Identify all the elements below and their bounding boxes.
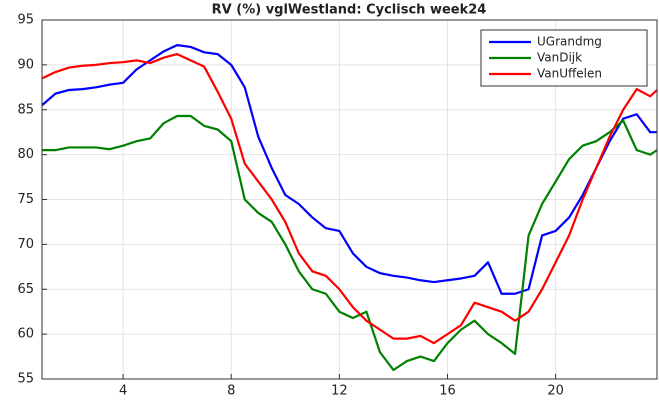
x-tick-label: 16 — [439, 384, 456, 399]
x-tick-label: 12 — [331, 384, 348, 399]
legend: UGrandmg VanDijk VanUffelen — [480, 29, 648, 87]
plot-frame — [41, 19, 658, 380]
y-tick-label: 95 — [17, 13, 34, 28]
legend-label: VanDijk — [537, 51, 582, 65]
series-line — [42, 114, 658, 372]
x-tick-label: 4 — [119, 384, 127, 399]
y-tick-label: 85 — [17, 102, 34, 117]
x-tick-label: 20 — [547, 384, 564, 399]
y-tick-label: 65 — [17, 282, 34, 297]
y-tick-label: 55 — [17, 372, 34, 387]
x-tick-label: 8 — [227, 384, 235, 399]
series-line — [41, 53, 658, 345]
y-tick-label: 60 — [17, 327, 34, 342]
legend-label: UGrandmg — [537, 35, 602, 49]
y-tick-label: 75 — [17, 192, 34, 207]
y-tick-label: 80 — [17, 147, 34, 162]
y-tick-label: 90 — [17, 57, 34, 72]
legend-label: VanUffelen — [537, 67, 602, 81]
chart-title: RV (%) vglWestland: Cyclisch week24 — [212, 3, 487, 18]
series-line — [41, 44, 657, 295]
y-tick-label: 70 — [17, 237, 34, 252]
